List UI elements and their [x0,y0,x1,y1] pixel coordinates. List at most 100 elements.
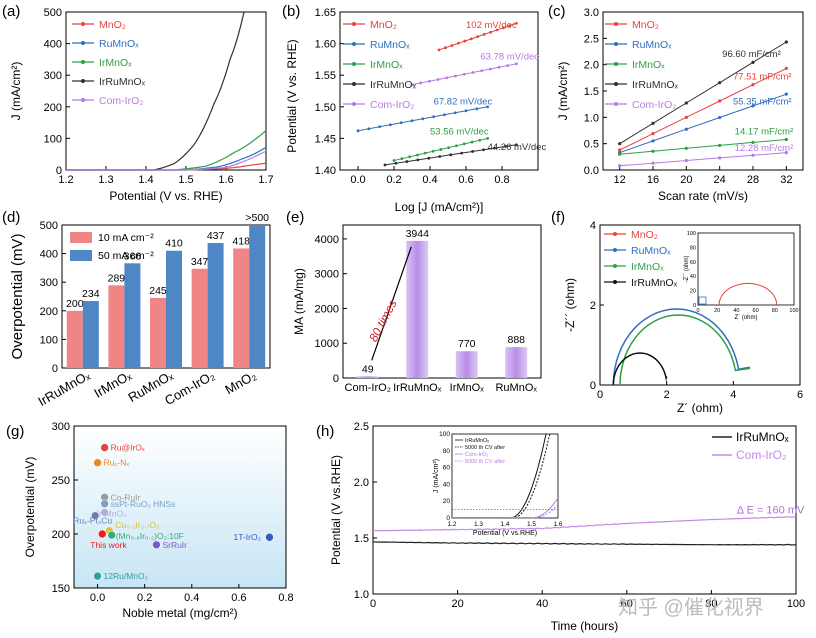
panel-b-slope-label: 67.82 mV/dec [434,96,493,107]
panel-c-legend-marker [614,62,618,66]
panel-h-inset-frame [451,433,559,519]
panel-b-point [493,146,496,150]
panel-f-legend-label: IrRuMnOₓ [631,277,678,289]
panel-b-point [419,81,423,85]
panel-f-inset-ytick: 100 [687,231,696,237]
panel-d-bar [207,243,224,368]
panel-c-legend-label: IrRuMnOₓ [632,79,679,91]
panel-d-ylabel: Overpotential (mV) [9,234,26,360]
panel-c-series-RuMnOₓ [619,93,787,154]
panel-b-point [480,69,483,73]
panel-b-point [515,21,518,25]
panel-a-legend-label: MnO₂ [99,19,126,31]
panel-h-inset-legend-label: 5000 th CV after [465,445,505,451]
panel-b-plot-frame [339,11,539,171]
panel-b-ylabel: Potential (V vs. RHE) [285,39,299,152]
panel-b-point [445,76,449,80]
panel-b-point [392,159,396,162]
panel-b-point [455,144,458,148]
panel-h-inset-ytick: 40 [443,481,451,488]
panel-f-inset-ytick: 80 [690,245,696,251]
panel-b-ytick-label: 1.65 [315,7,336,19]
panel-g-point [90,511,100,520]
panel-h-inset-xlabel: Potential (V vs.RHE) [473,530,537,537]
panel-b-point [482,148,485,152]
panel-d-ytick-label: 0 [52,363,58,375]
panel-b-point [438,155,442,158]
panel-d-legend-swatch [70,232,92,243]
panel-d-ytick-label: 500 [40,220,58,232]
panel-c-point [751,60,755,64]
plots-layer: 1.2 1.3 1.4 1.5 1.6 1.70100200300400500Potent… [9,7,805,633]
panel-b-point [356,129,360,133]
panel-h-xtick-label: 20 [451,598,463,610]
panel-b-xtick-label: 0.4 [422,174,437,186]
panel-e-category-label: IrRuMnOₓ [393,382,442,394]
panel-c-ytick-label: 1.0 [584,112,599,124]
panel-h-inset-xtick: 1.5 [527,521,536,528]
panel-h-series-Com-IrO₂ [373,516,797,532]
panel-b-legend-marker [352,62,356,66]
panel-a-ytick-label: 500 [44,7,62,19]
panel-c-capacitance-label: 96.60 mF/cm² [722,49,781,60]
panel-a-ytick-label: 0 [56,165,62,177]
panel-e-category-label: Com-IrO₂ [345,382,391,394]
panel-e-bar-value: 888 [507,334,525,346]
panel-c-point [684,146,688,150]
panel-e-bar [505,347,528,378]
panel-c-point [651,132,655,136]
panel-a-label: (a) [2,3,20,20]
panel-d-bar-value: 234 [82,288,100,300]
panel-d-category-label: IrRuMnOₓ [35,367,92,409]
panel-h-ytick-label: 2.5 [354,421,369,433]
panel-c-point [684,127,688,131]
panel-c-point [751,83,755,87]
panel-b-legend-marker [352,102,356,106]
panel-c-series-IrMnOₓ [619,139,787,155]
panel-f-label: (f) [551,209,565,226]
panel-h-inset-legend-label: Com-IrO₂ [465,452,488,458]
panel-b-legend-label: Com-IrO₂ [370,99,414,111]
panel-f-inset-ytick: 60 [690,260,696,266]
panel-f-inset-ytick: 0 [693,303,696,309]
panel-d-ytick-label: 100 [40,334,58,346]
panel-b-legend-marker [352,42,356,46]
panel-b-ytick-label: 1.40 [315,165,336,177]
panel-b-ytick-label: 1.60 [315,39,336,51]
panel-f-legend-label: MnO₂ [631,229,658,241]
panel-c-legend-marker [614,42,618,46]
panel-b-point [476,35,480,39]
panel-b-point [423,151,427,155]
panel-h-ytick-label: 1.0 [354,589,369,601]
panel-b-point [475,107,479,111]
panel-b-point [383,163,387,167]
panel-e-bar [406,240,429,378]
panel-c-ylabel: J (mA/cm²) [556,62,570,121]
panel-b-point [444,46,447,50]
panel-g-ytick-label: 200 [52,529,70,541]
panel-h-xtick-label: 0 [370,598,376,610]
panel-e-ytick-label: 4000 [315,234,339,246]
panel-b-point [378,125,381,129]
panel-b-ytick-label: 1.55 [315,70,336,82]
panel-d-legend-label: 50 mA cm⁻² [98,250,154,262]
panel-h-annotation: Δ E = 160 mV [737,504,805,516]
panel-c-series-IrRuMnOₓ [619,41,787,145]
panel-e-annotation: 80 times [366,297,400,344]
panel-b-point [437,48,441,52]
panel-h-xtick-label: 60 [621,598,633,610]
panel-g-ytick-label: 150 [52,583,70,595]
panel-c-point [718,99,722,103]
panel-b-point [439,148,443,151]
panel-b-point [462,142,466,146]
panel-a-legend-marker [81,41,85,45]
panel-b-point [405,160,409,163]
panel-f-inset-frame [697,232,795,306]
panel-h-plot-frame [372,425,797,595]
panel-g-point-label: Co-RuIr [111,492,141,502]
panel-a-series-IrRuMnOₓ [66,11,245,171]
panel-e-bar-value: 3944 [406,228,430,240]
panel-e-ytick-label: 1000 [315,338,339,350]
panel-a-xtick-label: 1.3 [98,174,113,186]
